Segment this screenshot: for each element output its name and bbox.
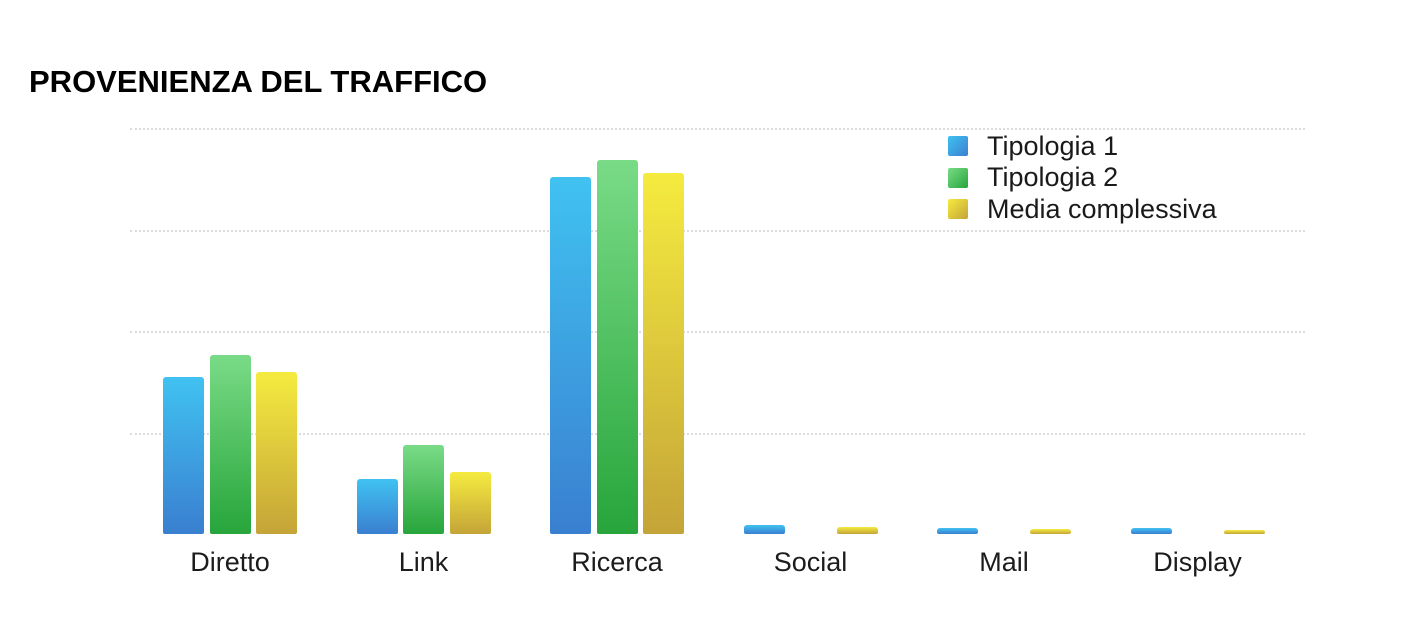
bar-ricerca-media-complessiva bbox=[643, 172, 684, 534]
gridline-20 bbox=[130, 331, 1305, 333]
legend-item-media-complessiva: Media complessiva bbox=[948, 195, 1217, 222]
bar-link-tipologia-1 bbox=[356, 479, 398, 534]
bar-mail-tipologia-1 bbox=[937, 528, 978, 534]
legend-label: Tipologia 1 bbox=[987, 130, 1119, 161]
legend-swatch-icon bbox=[948, 199, 968, 219]
bar-social-media-complessiva bbox=[836, 527, 878, 534]
chart-title: PROVENIENZA DEL TRAFFICO bbox=[29, 64, 488, 99]
legend: Tipologia 1 Tipologia 2 Media complessiva bbox=[948, 132, 1217, 231]
bar-display-media-complessiva bbox=[1223, 530, 1265, 534]
legend-label: Media complessiva bbox=[987, 193, 1217, 224]
bar-ricerca-tipologia-2 bbox=[596, 159, 638, 534]
gridline-10 bbox=[130, 432, 1305, 435]
bar-diretto-tipologia-1 bbox=[163, 376, 204, 534]
bar-link-tipologia-2 bbox=[403, 444, 444, 534]
category-label-mail: Mail bbox=[979, 547, 1029, 577]
bar-mail-media-complessiva bbox=[1030, 528, 1071, 534]
legend-swatch-icon bbox=[948, 136, 968, 156]
bar-diretto-media-complessiva bbox=[256, 371, 297, 534]
plot-area bbox=[130, 128, 1305, 534]
category-label-diretto: Diretto bbox=[190, 547, 270, 577]
category-label-ricerca: Ricerca bbox=[571, 547, 663, 577]
category-label-link: Link bbox=[398, 547, 449, 577]
bar-social-tipologia-1 bbox=[743, 524, 785, 534]
bar-link-media-complessiva bbox=[449, 472, 491, 534]
bar-display-tipologia-1 bbox=[1130, 528, 1172, 534]
gridline-40 bbox=[130, 128, 1305, 130]
bar-diretto-tipologia-2 bbox=[209, 355, 251, 534]
category-label-display: Display bbox=[1153, 547, 1242, 577]
gridline-30 bbox=[130, 229, 1305, 232]
legend-item-tipologia-1: Tipologia 1 bbox=[948, 132, 1217, 159]
bar-ricerca-tipologia-1 bbox=[550, 176, 591, 534]
category-label-social: Social bbox=[773, 547, 848, 577]
legend-swatch-icon bbox=[948, 167, 968, 188]
legend-item-tipologia-2: Tipologia 2 bbox=[948, 164, 1217, 191]
legend-label: Tipologia 2 bbox=[987, 162, 1119, 192]
